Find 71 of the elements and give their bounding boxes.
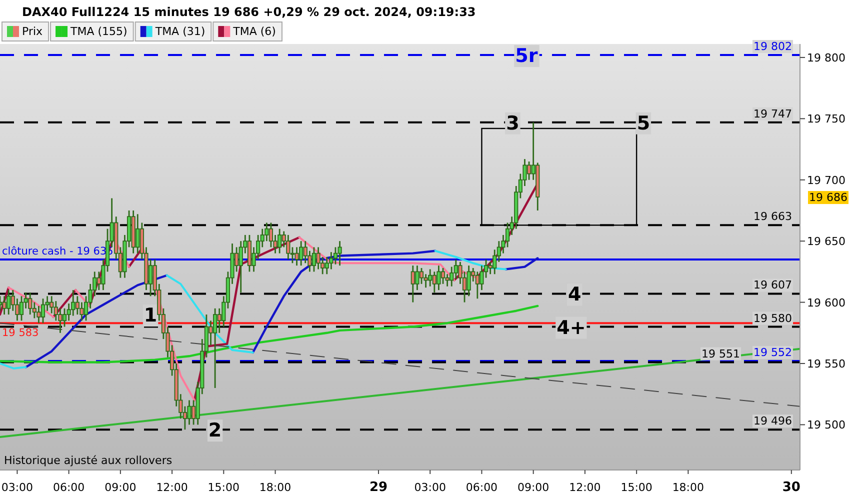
candlestick [428, 268, 432, 288]
legend-label: TMA (155) [70, 25, 128, 38]
candlestick [294, 246, 299, 266]
candlestick [415, 264, 420, 291]
candlestick [526, 160, 532, 181]
candlestick [466, 264, 471, 297]
x-tick-label: 15:00 [208, 481, 240, 494]
candlestick [440, 267, 446, 285]
x-tick-label: 12:00 [569, 481, 601, 494]
y-tick-label: 19 600 [807, 296, 846, 310]
candlestick [419, 267, 424, 285]
x-tick-label: 18:00 [672, 481, 704, 494]
annotation: 5r [515, 45, 538, 68]
x-tick-label: 06:00 [52, 481, 85, 494]
ref-line-label: 19 583 [2, 327, 39, 340]
candlestick [2, 295, 6, 316]
chart-title: DAX40 Full1224 15 minutes 19 686 +0,29 % 29 oct. 2024, 09:19:33 [22, 5, 476, 19]
candlestick [62, 308, 67, 328]
ref-line-label: 19 496 [754, 414, 792, 428]
ref-line-label: 19 747 [754, 107, 792, 120]
ref-line-label: 19 663 [754, 210, 792, 224]
annotation: Historique ajusté aux rollovers [4, 454, 172, 467]
annotation: 4 [568, 284, 582, 306]
y-tick-label: 19 700 [807, 174, 846, 187]
candlestick [40, 298, 46, 324]
x-tick-label: 29 [369, 480, 388, 495]
annotation: 5 [636, 112, 650, 134]
x-tick-label: 09:00 [517, 481, 550, 494]
legend-label: TMA (31) [154, 25, 206, 38]
x-tick-label: 18:00 [259, 481, 292, 494]
ref-line-label: 19 552 [754, 346, 792, 360]
candlestick [436, 264, 441, 291]
x-tick-label: 06:00 [466, 481, 498, 494]
candlestick [136, 213, 140, 254]
candlestick [286, 234, 290, 260]
candlestick [424, 273, 428, 288]
candlestick [6, 289, 11, 316]
legend-label: TMA (6) [232, 25, 276, 38]
x-tick-label: 12:00 [156, 481, 188, 494]
candlestick [338, 240, 342, 266]
annotation: 4+ [556, 316, 586, 339]
ref-line-label: 19 802 [754, 40, 792, 54]
ref-line-label: 19 580 [754, 312, 792, 325]
candlestick [329, 251, 334, 270]
y-tick-label: 19 500 [807, 418, 846, 432]
x-tick-label: 09:00 [104, 481, 136, 494]
line-series [0, 304, 539, 364]
x-tick-label: 03:00 [414, 481, 446, 494]
candlestick [36, 305, 41, 324]
ref-line-label: 19 607 [754, 278, 792, 292]
candlestick [324, 256, 329, 275]
annotation: 3 [506, 112, 520, 134]
ref-line-label: 19 551 [702, 347, 740, 360]
candlestick [316, 246, 320, 270]
x-tick-label: 30 [782, 480, 800, 495]
x-tick-label: 15:00 [620, 481, 652, 494]
candlestick [28, 292, 32, 316]
y-tick-label: 19 800 [807, 51, 846, 64]
candlestick [19, 295, 24, 322]
candlestick [445, 273, 450, 288]
x-tick-label: 03:00 [1, 481, 34, 494]
legend-label: Prix [22, 25, 44, 38]
candlestick [71, 289, 76, 316]
y-tick-label: 19 650 [807, 235, 846, 248]
annotation: 2 [208, 420, 222, 442]
text: 19 686 [809, 191, 848, 204]
candlestick [187, 400, 192, 426]
candlestick [312, 246, 316, 272]
annotation: 1 [144, 304, 158, 327]
y-tick-label: 19 750 [807, 112, 846, 126]
y-tick-label: 19 550 [807, 358, 846, 370]
